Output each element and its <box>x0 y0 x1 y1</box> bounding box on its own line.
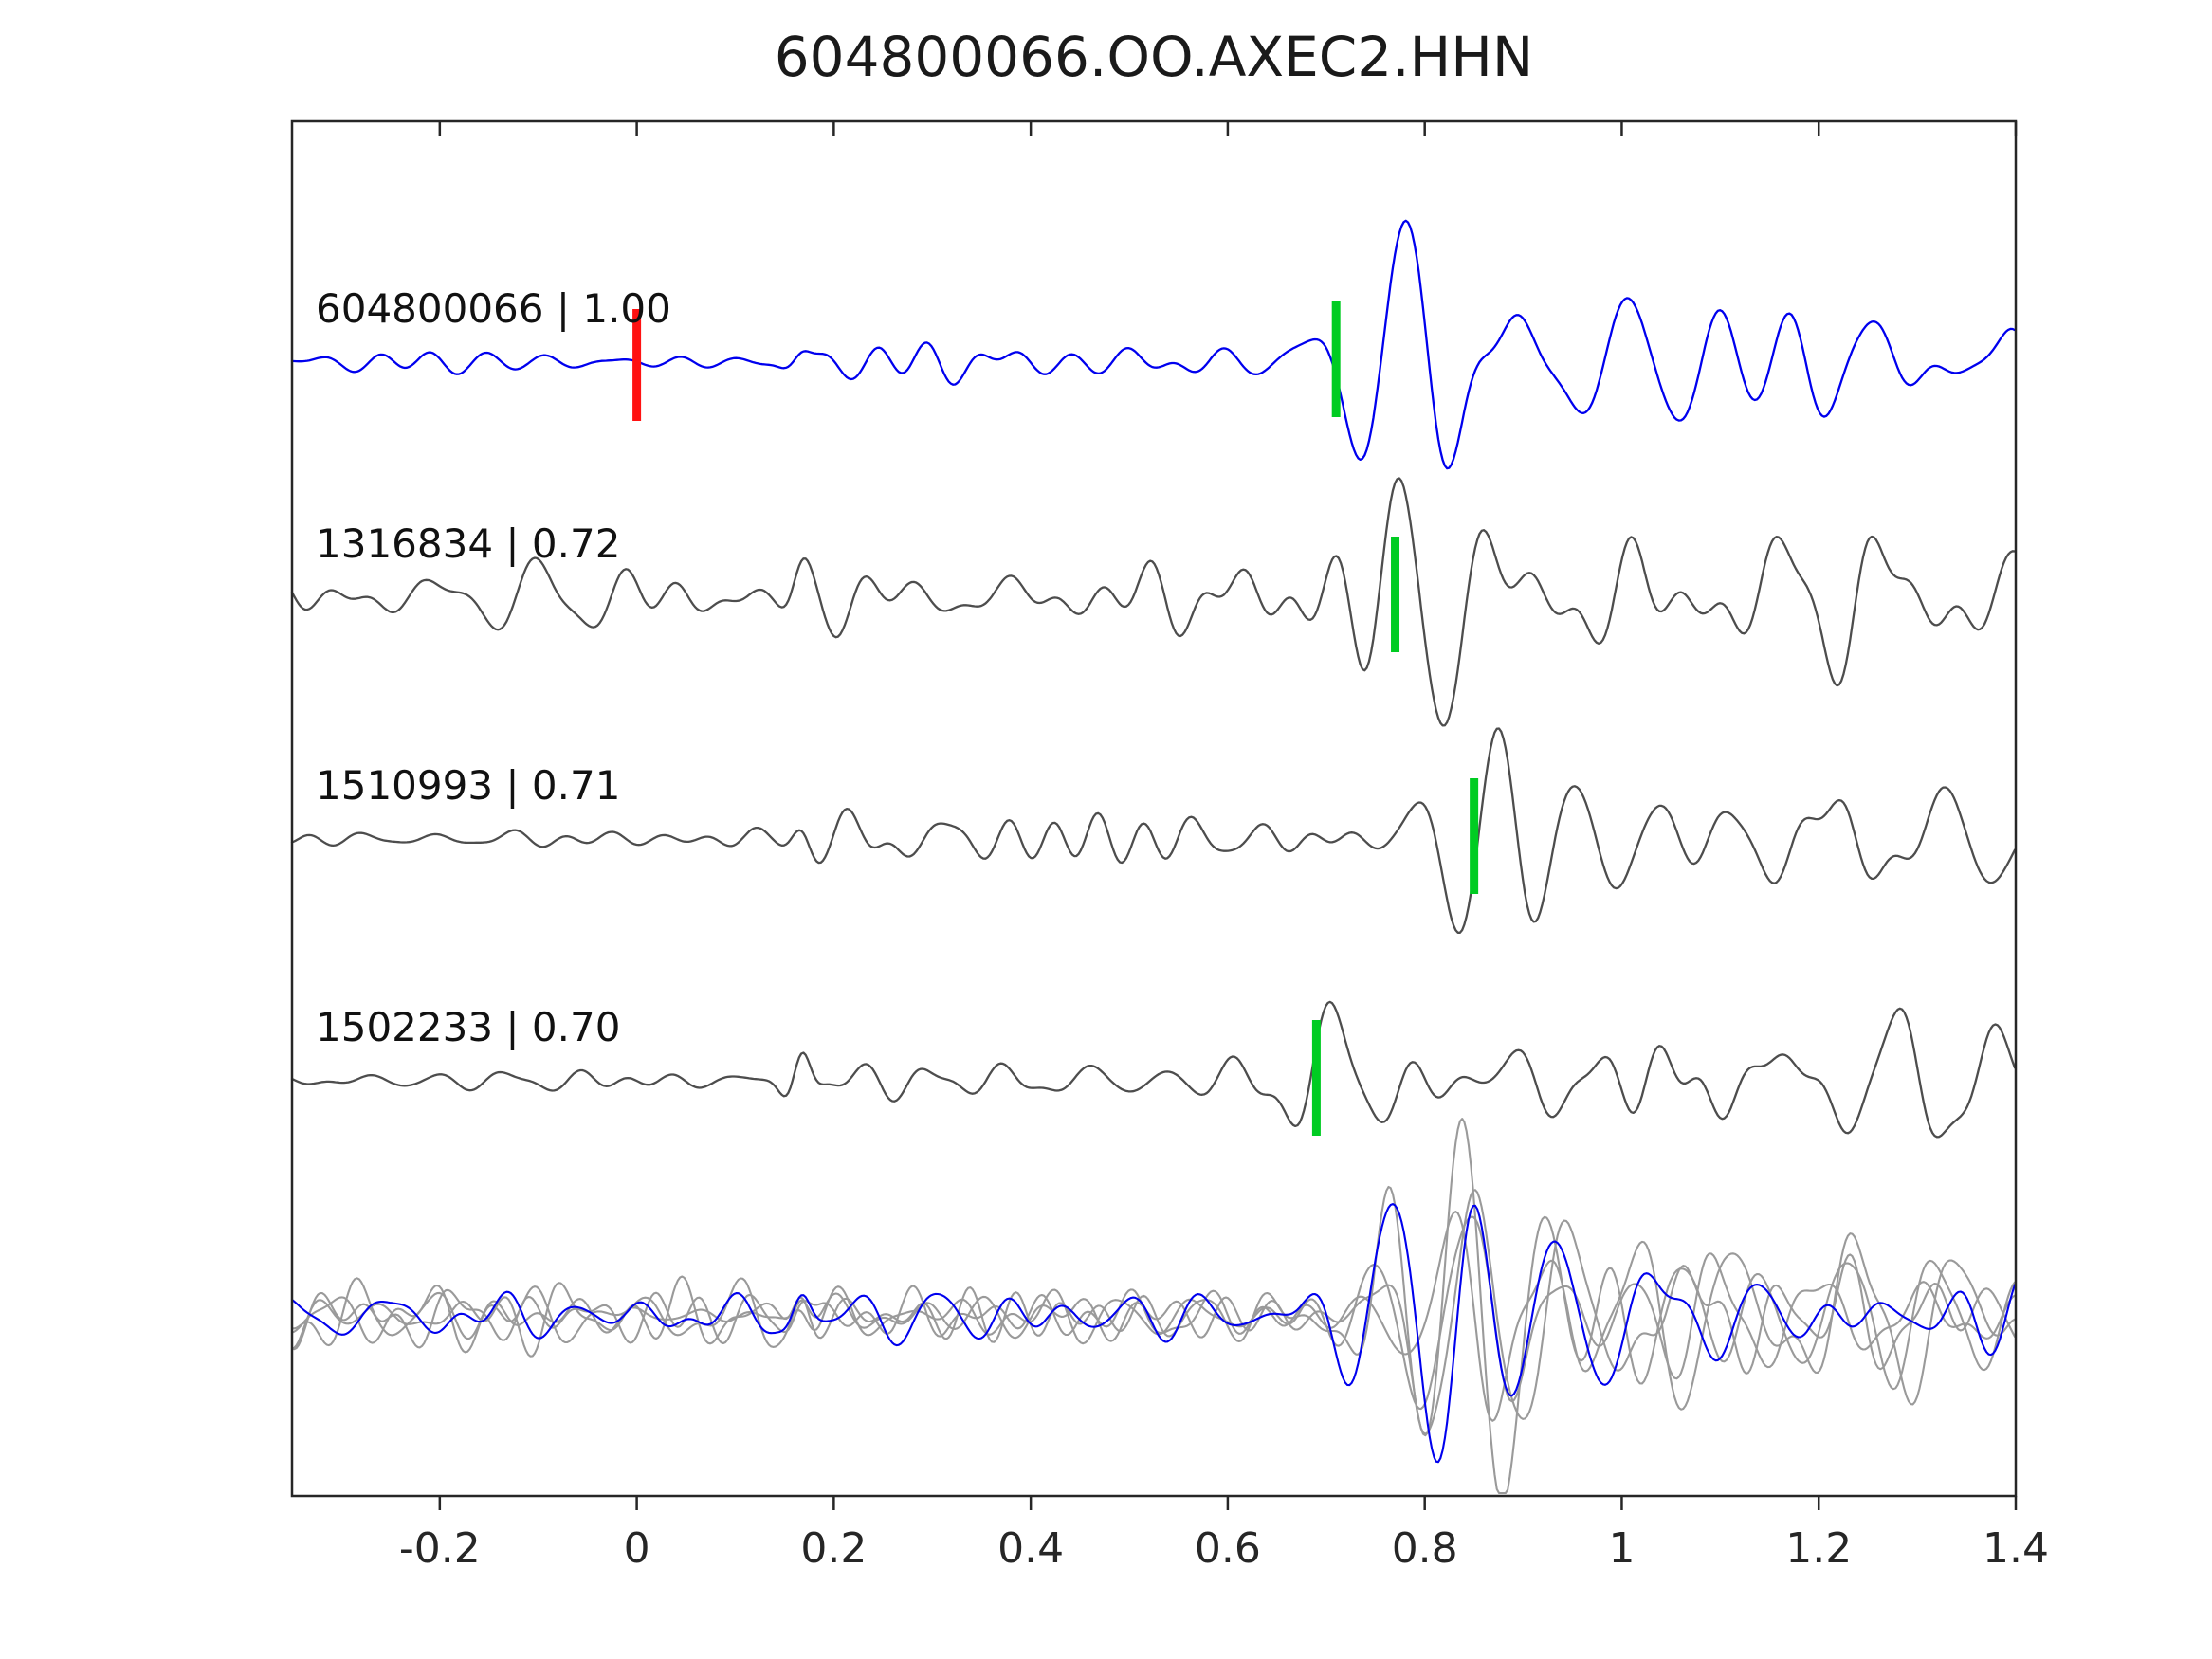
x-tick-label: 0.8 <box>1392 1524 1458 1573</box>
trace-label-1510993: 1510993 | 0.71 <box>316 762 620 809</box>
x-tick-label: 0.2 <box>800 1524 867 1573</box>
waveform-trace-overlay-gray-2 <box>290 1118 2017 1495</box>
x-tick-label: 1 <box>1608 1524 1635 1573</box>
x-tick-label: 0.4 <box>997 1524 1064 1573</box>
waveform-trace-overlay-blue <box>290 1203 2017 1464</box>
waveform-trace-overlay-gray-3 <box>290 1211 2017 1422</box>
waveform-trace-1510993 <box>290 727 2017 934</box>
x-tick-label: 0.6 <box>1195 1524 1261 1573</box>
x-tick-label: 1.2 <box>1785 1524 1852 1573</box>
trace-label-1316834: 1316834 | 0.72 <box>316 520 620 567</box>
x-tick-label: -0.2 <box>399 1524 481 1573</box>
waveform-trace-1502233 <box>290 1000 2017 1139</box>
trace-label-604800066: 604800066 | 1.00 <box>316 285 671 332</box>
waveform-trace-overlay-gray-1 <box>290 1185 2017 1435</box>
trace-label-1502233: 1502233 | 0.70 <box>316 1004 620 1050</box>
chart-title: 604800066.OO.AXEC2.HHN <box>774 25 1534 89</box>
x-tick-label: 1.4 <box>1983 1524 2049 1573</box>
plot-border <box>290 119 2018 1498</box>
x-tick-label: 0 <box>624 1524 650 1573</box>
waveform-trace-overlay-gray-4 <box>290 1215 2017 1411</box>
waveform-trace-604800066 <box>290 219 2017 470</box>
waveform-trace-1316834 <box>290 477 2017 727</box>
